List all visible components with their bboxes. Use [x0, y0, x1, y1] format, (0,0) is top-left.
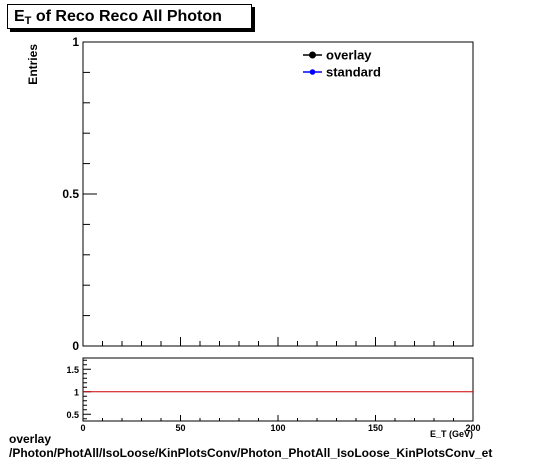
x-tick-label: 150 — [368, 423, 383, 433]
legend-marker-overlay — [309, 51, 316, 59]
y-tick-label: 1 — [72, 35, 79, 49]
x-axis-label: E_T (GeV) — [430, 429, 473, 439]
x-tick-label: 0 — [80, 423, 85, 433]
ratio-plot-frame — [82, 357, 474, 422]
title-rest: of Reco Reco All Photon — [31, 8, 222, 25]
x-tick-label: 100 — [270, 423, 285, 433]
x-tick-label: 50 — [175, 423, 185, 433]
ratio-y-tick-label: 1.5 — [66, 365, 79, 375]
main-plot-frame — [82, 41, 474, 347]
footer-path: /Photon/PhotAll/IsoLoose/KinPlotsConv/Ph… — [9, 446, 493, 460]
x-tick-label: 200 — [465, 423, 480, 433]
title-prefix: E — [14, 8, 25, 25]
legend-label-standard: standard — [326, 65, 381, 80]
y-tick-label: 0 — [72, 339, 79, 353]
footer-label: overlay — [9, 432, 52, 446]
title-subscript: T — [24, 15, 32, 27]
ratio-y-tick-label: 1 — [74, 387, 79, 397]
legend-label-overlay: overlay — [326, 48, 372, 63]
ratio-y-tick-label: 0.5 — [66, 410, 79, 420]
y-tick-label: 0.5 — [62, 187, 79, 201]
main-plot: 0 0.5 1 Entries overlay standard — [26, 35, 474, 353]
y-axis-label: Entries — [26, 44, 40, 85]
legend-marker-standard — [309, 69, 316, 75]
plot-title: ET of Reco Reco All Photon — [7, 4, 252, 29]
